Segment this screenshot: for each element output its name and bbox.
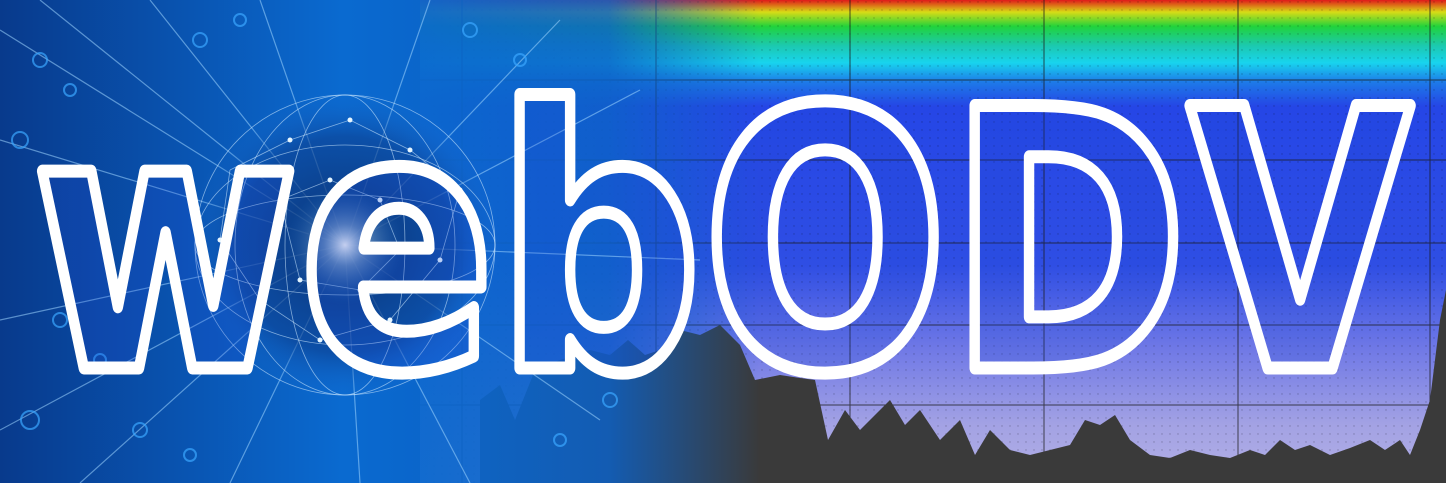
globe-glow [285,185,405,305]
webodv-logo: webODV [26,28,1421,460]
network-graphic [0,0,760,483]
logo-wordmark: webODV [32,34,1414,453]
chain-links [11,13,618,462]
